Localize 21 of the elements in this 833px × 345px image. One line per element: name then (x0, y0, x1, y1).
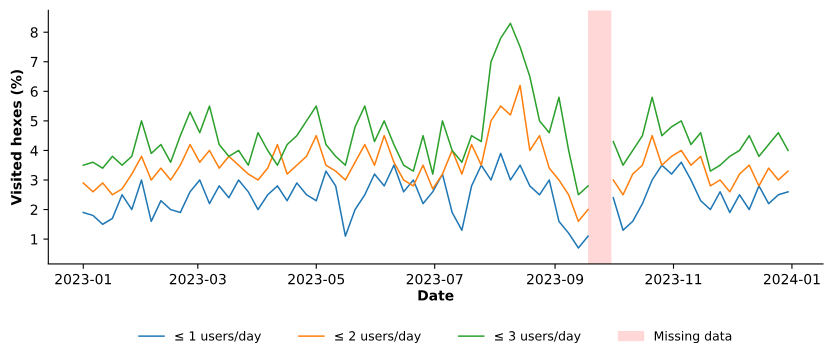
y-tick-label: 6 (30, 86, 38, 97)
x-tick-label: 2023-05 (288, 274, 344, 284)
y-tick-label: 5 (30, 116, 38, 126)
legend-label: ≤ 1 users/day (175, 330, 261, 344)
x-tick-label: 2023-09 (527, 274, 584, 284)
x-tick-label: 2023-07 (406, 274, 463, 284)
y-tick-label: 7 (30, 56, 38, 68)
x-axis-title: Date (418, 290, 454, 301)
y-tick-label: 4 (30, 146, 38, 156)
x-tick-label: 2023-03 (170, 274, 226, 284)
x-tick-label: 2024-01 (764, 274, 820, 284)
y-tick-label: 2 (30, 204, 38, 215)
legend-label: ≤ 3 users/day (495, 330, 581, 344)
x-tick-label: 2023-01 (55, 274, 111, 284)
y-tick-label: 1 (31, 234, 38, 244)
legend-label: Missing data (654, 330, 732, 344)
y-tick-label: 3 (30, 174, 38, 186)
y-axis-title: Visited hexes (%) (10, 70, 24, 206)
x-tick-label: 2023-11 (646, 274, 702, 284)
legend-label: ≤ 2 users/day (335, 330, 421, 344)
y-tick-label: 8 (30, 27, 38, 38)
